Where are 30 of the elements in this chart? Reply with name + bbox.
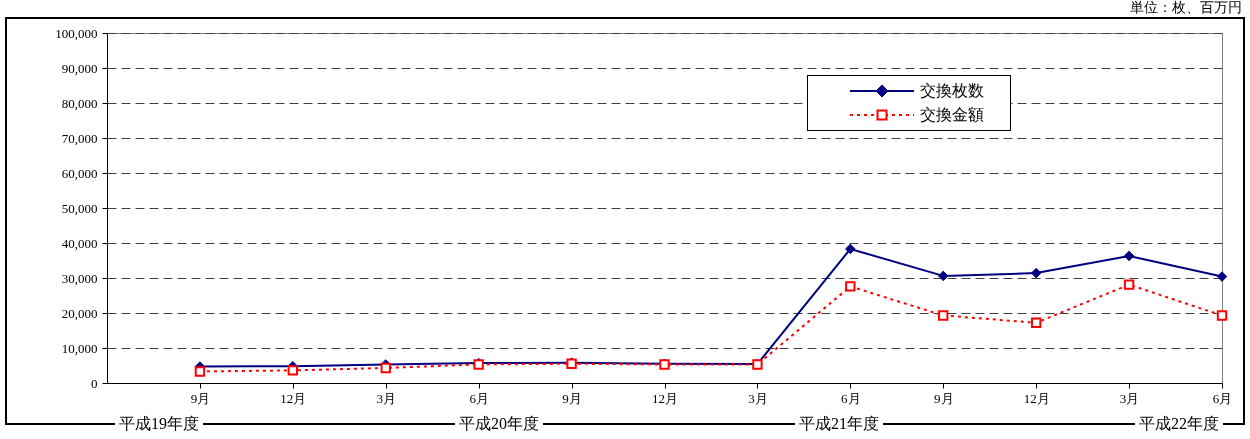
text: 平成20年度 <box>455 414 543 434</box>
legend-label: 交換金額 <box>920 104 985 125</box>
y-tick-label: 30,000 <box>61 270 98 286</box>
y-tick-label: 100,000 <box>55 25 98 41</box>
x-tick-label: 6月 <box>469 390 489 406</box>
legend-label: 交換枚数 <box>920 80 985 101</box>
y-tick-label: 60,000 <box>61 165 98 181</box>
y-tick-label: 10,000 <box>61 340 98 356</box>
x-tick-label: 6月 <box>841 390 861 406</box>
x-tick-label: 3月 <box>376 390 396 406</box>
y-tick-label: 90,000 <box>61 60 98 76</box>
text: 単位：枚、百万円 <box>1130 0 1242 16</box>
y-tick-label: 20,000 <box>61 305 98 321</box>
x-tick-label: 12月 <box>1023 390 1050 406</box>
text: 平成22年度 <box>1135 414 1223 434</box>
x-tick-label: 3月 <box>1119 390 1140 406</box>
x-tick-label: 9月 <box>190 390 211 406</box>
text: 平成21年度 <box>795 414 883 434</box>
x-tick-label: 3月 <box>748 390 768 406</box>
x-tick-label: 12月 <box>280 390 307 406</box>
y-tick-label: 70,000 <box>61 130 98 146</box>
y-tick-label: 40,000 <box>61 235 98 251</box>
x-tick-label: 9月 <box>934 390 954 406</box>
y-tick-label: 0 <box>91 375 98 391</box>
x-tick-label: 12月 <box>652 390 678 406</box>
y-tick-label: 80,000 <box>61 95 98 111</box>
x-tick-label: 6月 <box>1212 390 1233 406</box>
x-tick-label: 9月 <box>562 390 582 406</box>
text: 平成19年度 <box>115 414 203 434</box>
y-tick-label: 50,000 <box>61 200 98 216</box>
